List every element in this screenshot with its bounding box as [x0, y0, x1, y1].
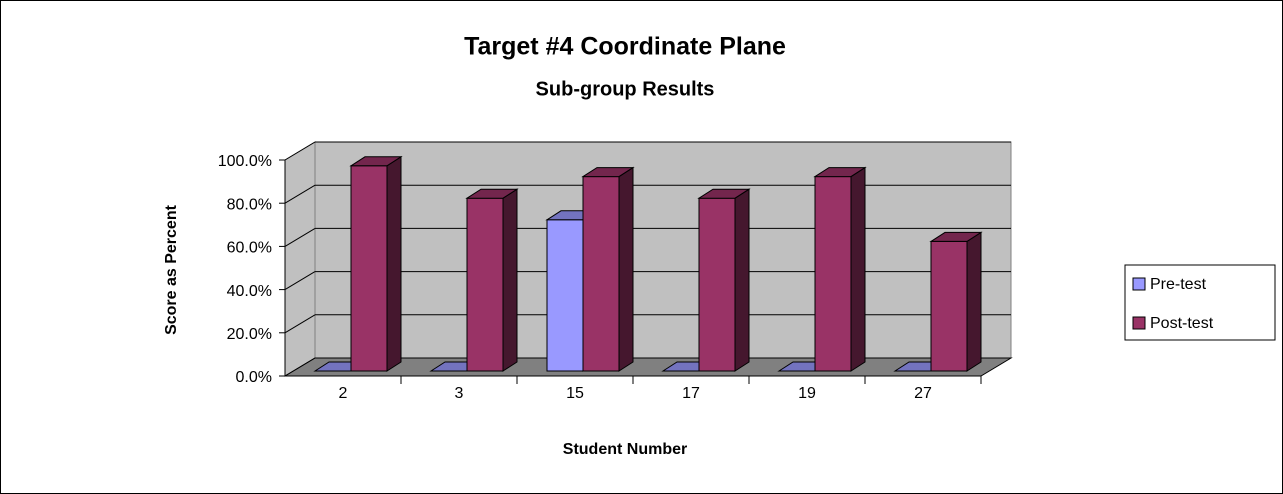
x-axis-label: Student Number	[563, 441, 687, 458]
y-tick-label: 80.0%	[227, 196, 272, 213]
bar-top	[697, 188, 751, 199]
bar-top	[465, 188, 519, 199]
bar	[698, 197, 736, 372]
bar	[814, 176, 852, 372]
bar-side	[734, 188, 750, 372]
x-tick-label: 27	[914, 385, 932, 402]
y-tick-label: 40.0%	[227, 283, 272, 300]
side-wall	[284, 141, 316, 377]
bar-top	[581, 167, 635, 178]
legend-swatch	[1132, 277, 1146, 291]
back-wall	[314, 141, 1012, 359]
legend-box	[1124, 264, 1276, 341]
bar-side	[966, 231, 982, 372]
x-tick-label: 2	[339, 385, 348, 402]
y-tick-label: 60.0%	[227, 240, 272, 257]
bar-side	[502, 188, 518, 372]
x-tick-label: 19	[798, 385, 816, 402]
bar-side	[386, 155, 402, 372]
grid-line	[284, 227, 316, 247]
y-tick-label: 100.0%	[218, 153, 272, 170]
bar-side	[618, 166, 634, 372]
grid-line	[284, 314, 316, 334]
legend-swatch	[1132, 316, 1146, 330]
bar-side	[850, 166, 866, 372]
x-tick-label: 17	[682, 385, 700, 402]
legend-label: Post-test	[1150, 315, 1214, 332]
grid-line	[284, 184, 316, 204]
x-tick-label: 15	[566, 385, 584, 402]
chart-subtitle: Sub-group Results	[536, 78, 715, 100]
y-tick-label: 0.0%	[236, 369, 272, 386]
legend-label: Pre-test	[1150, 276, 1207, 293]
y-axis-label: Score as Percent	[163, 204, 180, 335]
x-tick-label: 3	[455, 385, 464, 402]
grid-line	[284, 271, 316, 291]
bar	[466, 197, 504, 372]
grid-line	[284, 357, 316, 377]
y-tick-label: 20.0%	[227, 326, 272, 343]
chart-title: Target #4 Coordinate Plane	[464, 33, 786, 61]
grid-line	[284, 141, 316, 161]
bar	[546, 219, 584, 372]
bar	[930, 240, 968, 372]
bar	[582, 176, 620, 372]
bar-top	[929, 231, 983, 242]
bar-top	[813, 167, 867, 178]
bar-top	[349, 156, 403, 167]
bar	[350, 165, 388, 372]
